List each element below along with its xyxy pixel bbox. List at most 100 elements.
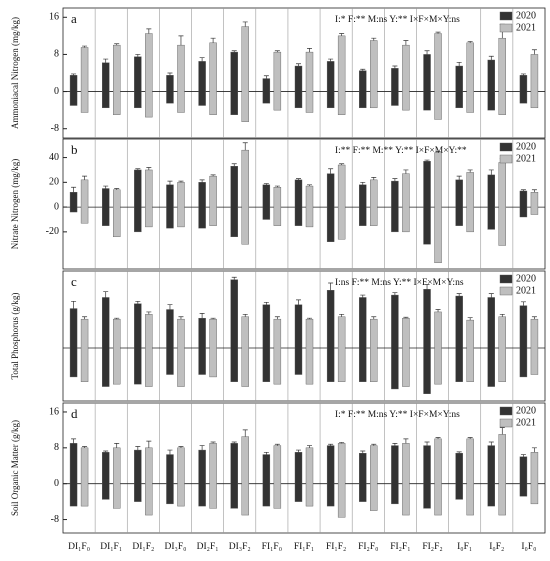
bar	[455, 65, 463, 109]
bar	[519, 305, 528, 378]
error-bar	[178, 316, 184, 320]
error-bar	[307, 317, 312, 320]
bar	[230, 279, 238, 382]
error-bar	[263, 75, 269, 79]
bar	[305, 51, 314, 113]
error-bar	[296, 449, 301, 453]
error-bar	[403, 316, 409, 319]
error-bar	[231, 276, 237, 280]
bar	[101, 62, 110, 109]
bar	[273, 318, 282, 385]
legend-label: 2021	[516, 285, 536, 296]
error-bar	[135, 446, 141, 451]
error-bar	[424, 284, 430, 290]
error-bar	[242, 313, 248, 317]
bar	[69, 308, 78, 378]
error-bar	[199, 313, 205, 319]
error-bar	[114, 442, 120, 448]
bar	[519, 456, 528, 497]
legend-label: 2020	[516, 141, 536, 152]
plot-frame	[62, 402, 546, 534]
error-bar	[146, 28, 152, 34]
bar	[326, 61, 335, 109]
legend-label: 2021	[516, 417, 536, 428]
y-tick-label: 16	[49, 406, 59, 417]
x-tick-label: DI₁F₀	[68, 542, 90, 552]
bar	[337, 164, 346, 240]
error-bar	[392, 292, 398, 296]
error-bar	[114, 43, 120, 46]
error-bar	[263, 451, 269, 455]
error-bar	[467, 317, 473, 321]
y-tick-label: -8	[51, 123, 59, 134]
error-bar	[360, 68, 366, 71]
panel-letter: c	[71, 274, 77, 289]
bar	[455, 453, 463, 500]
error-bar	[71, 73, 77, 76]
legend-swatch	[499, 286, 513, 296]
bar	[455, 179, 463, 226]
bar	[69, 192, 78, 213]
bar	[134, 449, 142, 502]
error-bar	[328, 443, 334, 446]
y-tick-label: 0	[54, 478, 59, 489]
bar	[423, 445, 431, 509]
error-bar	[339, 442, 345, 444]
error-bar	[488, 169, 494, 175]
bar	[359, 70, 367, 109]
error-bar	[371, 316, 377, 320]
x-tick-label: FI₂F₁	[390, 542, 410, 552]
bar	[498, 316, 506, 382]
error-bar	[531, 447, 537, 453]
x-tick-label: FI₂F₀	[358, 542, 378, 552]
error-bar	[307, 48, 312, 53]
bar	[434, 152, 442, 264]
x-tick-label: I₀F₁	[457, 542, 472, 552]
error-bar	[488, 55, 494, 60]
error-bar	[199, 445, 205, 451]
plot-frame	[62, 270, 546, 402]
bar	[262, 304, 271, 382]
error-bar	[307, 445, 312, 448]
error-bar	[467, 437, 473, 439]
legend-swatch	[499, 406, 513, 416]
y-axis-label: Nitrate Nitrogen (mg/kg)	[10, 159, 20, 249]
bar	[391, 445, 399, 505]
bar	[487, 297, 495, 387]
error-bar	[135, 168, 141, 170]
y-axis-label: Total Phosphorus (g/kg)	[10, 293, 20, 380]
error-bar	[328, 168, 334, 174]
bar	[80, 47, 89, 113]
bar	[305, 447, 314, 507]
bar	[359, 453, 367, 502]
bar	[434, 33, 442, 120]
error-bar	[456, 175, 462, 180]
bar	[294, 304, 303, 375]
error-bar	[210, 317, 216, 320]
error-bar	[114, 317, 120, 320]
legend-swatch	[499, 274, 513, 284]
error-bar	[339, 313, 345, 317]
bar	[498, 162, 506, 246]
error-bar	[210, 174, 216, 177]
error-bar	[435, 151, 441, 153]
error-bar	[520, 73, 526, 76]
bar	[434, 311, 442, 385]
error-bar	[499, 313, 505, 317]
bar	[359, 184, 367, 226]
error-bar	[467, 169, 473, 173]
plot-frame	[62, 138, 546, 270]
bar	[209, 443, 217, 509]
bar	[69, 75, 78, 106]
y-axis-label: Soil Organic Matter (g/kg)	[10, 420, 20, 516]
bar	[241, 436, 249, 516]
error-bar	[392, 65, 398, 69]
bar	[101, 297, 110, 387]
annotation: I:** F:** M:** Y:** I×F×M×Y:**	[335, 146, 467, 156]
x-tick-label: DI₃F₂	[229, 542, 251, 552]
bar	[466, 172, 474, 233]
bar	[145, 33, 153, 118]
bar	[145, 314, 153, 387]
error-bar	[360, 294, 366, 298]
error-bar	[103, 291, 109, 298]
